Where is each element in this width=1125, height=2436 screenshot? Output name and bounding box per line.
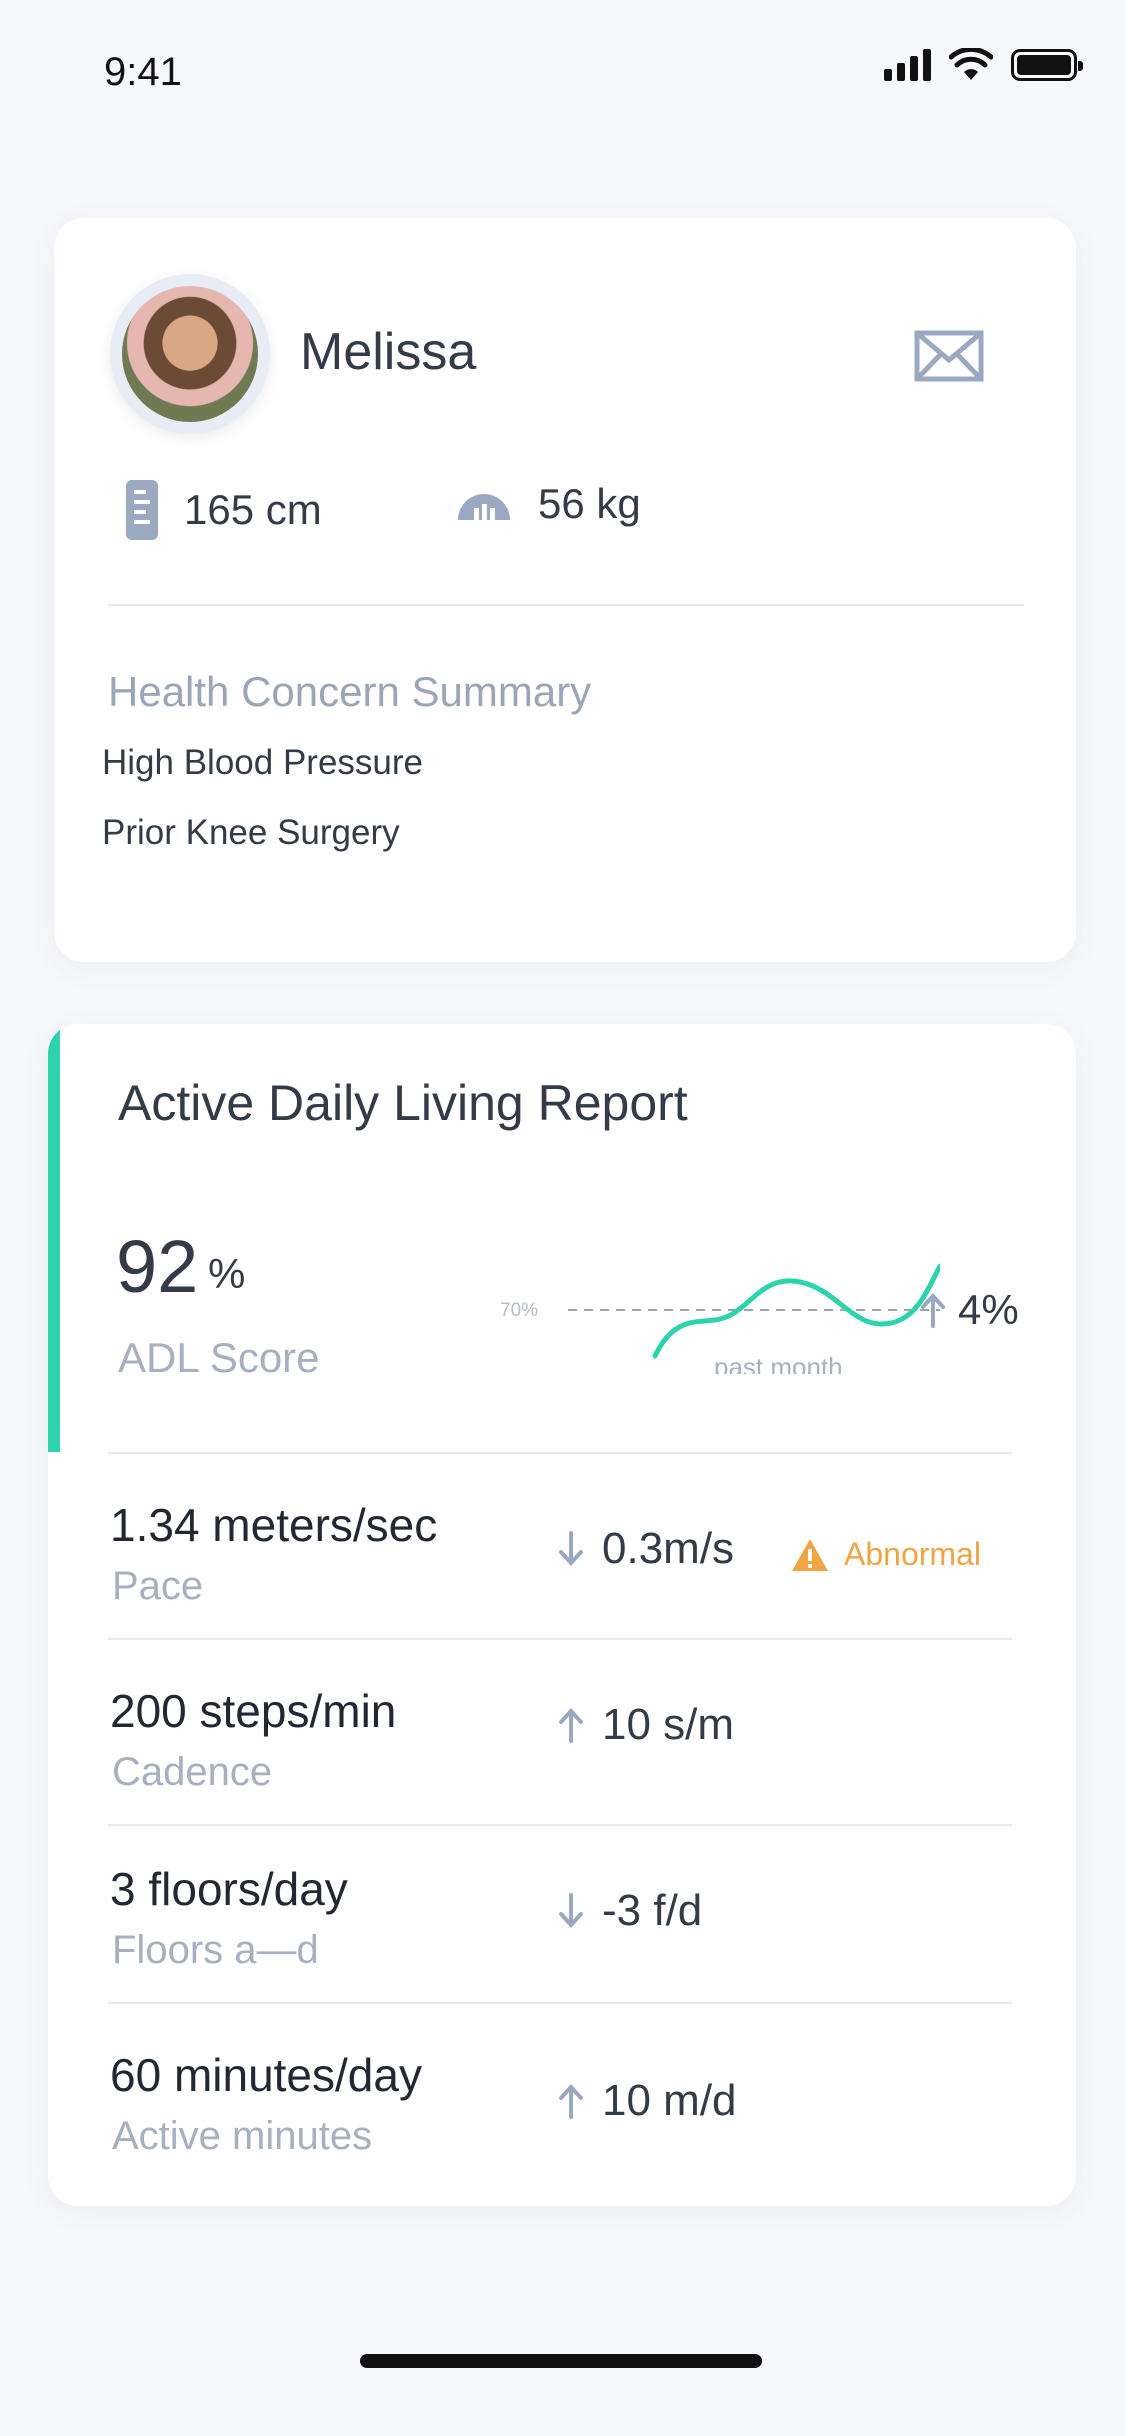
scale-icon	[458, 494, 510, 520]
arrow-up-icon	[559, 2084, 583, 2119]
adl-trend: 4%	[920, 1286, 1019, 1334]
avatar[interactable]	[110, 274, 270, 434]
adl-title: Active Daily Living Report	[118, 1075, 688, 1131]
adl-score-unit: %	[208, 1250, 246, 1297]
cadence-change: 10 s/m	[558, 1700, 734, 1750]
weight-value: 56 kg	[538, 480, 641, 527]
cellular-signal-icon	[884, 49, 931, 81]
accent-bar	[48, 1024, 60, 1452]
metric-divider	[108, 1638, 1012, 1640]
abnormal-text: Abnormal	[844, 1536, 981, 1572]
concern-item: High Blood Pressure	[102, 743, 423, 782]
profile-divider	[108, 604, 1024, 606]
ruler-icon	[126, 480, 158, 540]
adl-divider	[108, 1452, 1012, 1454]
pace-change-value: 0.3m/s	[602, 1524, 735, 1573]
adl-report-card: Active Daily Living Report 92 % ADL Scor…	[48, 1024, 1076, 2206]
status-time: 9:41	[104, 50, 182, 94]
arrow-up-icon	[559, 1708, 583, 1743]
arrow-down-icon	[559, 1531, 583, 1566]
height-value: 165 cm	[184, 486, 322, 533]
active-minutes-label: Active minutes	[112, 2114, 373, 2158]
warning-icon	[792, 1538, 828, 1571]
status-icons	[884, 48, 1083, 82]
adl-score: 92	[116, 1225, 199, 1308]
floors-change-value: -3 f/d	[602, 1886, 703, 1935]
metric-divider	[108, 2002, 1012, 2004]
pace-value: 1.34 meters/sec	[110, 1499, 438, 1551]
summary-title: Health Concern Summary	[108, 668, 592, 715]
wifi-icon	[949, 48, 993, 80]
profile-card: Melissa 165 cm 56 kg Health Concern Summ…	[54, 218, 1076, 962]
pace-change: 0.3m/s	[558, 1524, 734, 1574]
patient-name: Melissa	[300, 323, 477, 381]
trend-value: 4%	[958, 1286, 1019, 1333]
battery-icon	[1011, 49, 1083, 81]
chart-threshold-label: 70%	[500, 1300, 538, 1321]
cadence-value: 200 steps/min	[110, 1685, 397, 1737]
cadence-label: Cadence	[112, 1750, 273, 1794]
floors-label: Floors a—d	[112, 1928, 319, 1972]
adl-sparkline: 70% past month	[500, 1263, 940, 1374]
arrow-down-icon	[559, 1893, 583, 1928]
trend-curve	[652, 1263, 940, 1359]
chart-caption: past month	[714, 1352, 843, 1374]
arrow-up-icon	[921, 1293, 945, 1328]
weight-stat: 56 kg	[456, 480, 641, 528]
home-indicator[interactable]	[360, 2354, 762, 2368]
avatar-photo	[122, 286, 258, 422]
adl-score-label: ADL Score	[118, 1334, 320, 1381]
abnormal-badge: Abnormal	[790, 1536, 981, 1573]
active-minutes-change: 10 m/d	[558, 2076, 737, 2126]
pace-label: Pace	[112, 1564, 204, 1608]
mail-icon[interactable]	[914, 330, 984, 382]
concern-item: Prior Knee Surgery	[102, 813, 400, 852]
floors-change: -3 f/d	[558, 1886, 702, 1936]
height-stat: 165 cm	[126, 480, 322, 540]
cadence-change-value: 10 s/m	[602, 1700, 735, 1749]
floors-value: 3 floors/day	[110, 1863, 348, 1915]
active-minutes-value: 60 minutes/day	[110, 2049, 422, 2101]
active-minutes-change-value: 10 m/d	[602, 2076, 737, 2125]
metric-divider	[108, 1824, 1012, 1826]
